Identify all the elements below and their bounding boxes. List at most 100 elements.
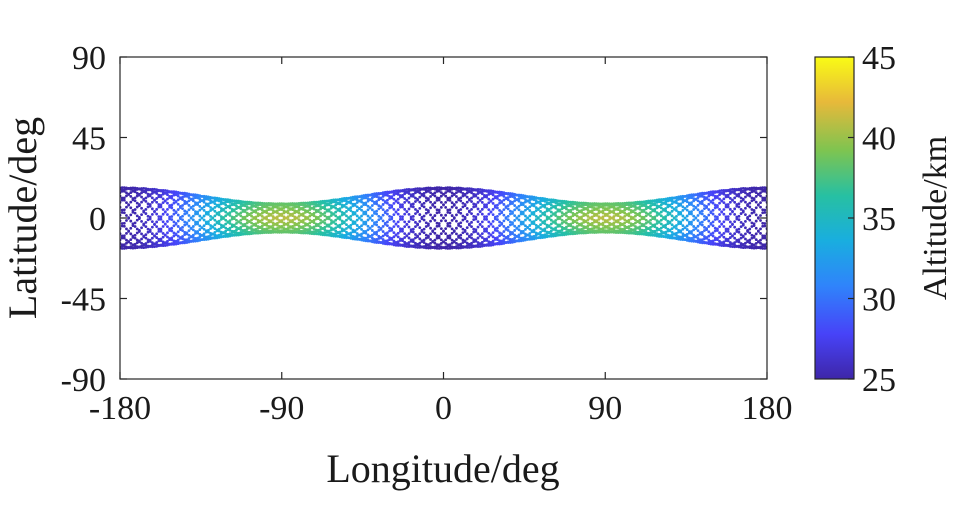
track-point <box>711 224 715 228</box>
track-point <box>506 204 510 208</box>
track-point <box>489 189 493 193</box>
track-point <box>459 246 463 250</box>
track-point <box>198 205 202 208</box>
track-point <box>513 192 517 196</box>
track-point <box>235 218 238 222</box>
track-point <box>349 206 353 210</box>
track-point <box>194 237 197 241</box>
track-point <box>226 212 230 216</box>
track-point <box>590 209 594 213</box>
track-point <box>448 189 452 193</box>
track-point <box>571 201 575 205</box>
track-point <box>360 224 363 228</box>
track-point <box>590 227 594 231</box>
track-point <box>256 202 260 206</box>
track-point <box>711 193 715 197</box>
track-point <box>470 233 473 236</box>
track-point <box>763 243 767 247</box>
track-point <box>312 205 316 209</box>
track-point <box>340 229 344 233</box>
track-point <box>347 216 351 220</box>
track-point <box>524 235 527 238</box>
track-point <box>377 241 381 244</box>
track-point <box>457 236 460 239</box>
track-point <box>735 239 739 243</box>
track-point <box>508 223 512 227</box>
track-point <box>521 194 525 197</box>
track-point <box>569 232 573 235</box>
track-point <box>200 226 204 230</box>
track-point <box>282 223 286 227</box>
track-point <box>276 215 279 219</box>
track-point <box>446 188 450 192</box>
track-point <box>144 225 148 229</box>
track-point <box>493 242 497 246</box>
track-point <box>342 204 346 207</box>
track-point <box>636 226 639 230</box>
track-point <box>675 199 678 203</box>
track-point <box>364 239 368 243</box>
track-point <box>386 190 389 194</box>
track-point <box>700 223 704 227</box>
track-point <box>159 237 163 241</box>
track-point <box>200 233 204 237</box>
track-point <box>612 226 616 230</box>
track-point <box>687 220 691 224</box>
track-point <box>396 197 400 201</box>
track-point <box>191 218 195 222</box>
track-point <box>731 187 734 191</box>
track-point <box>711 190 715 194</box>
track-point <box>166 220 169 223</box>
track-point <box>685 214 689 218</box>
track-point <box>163 233 167 237</box>
track-point <box>381 238 385 241</box>
track-point <box>401 227 404 231</box>
track-point <box>349 199 353 203</box>
track-point <box>327 233 331 237</box>
track-point <box>634 214 637 218</box>
track-point <box>418 195 422 199</box>
track-point <box>560 225 564 229</box>
track-point <box>146 238 150 242</box>
track-point <box>198 224 202 228</box>
track-point <box>189 239 193 243</box>
track-point <box>539 199 542 203</box>
track-point <box>746 230 749 233</box>
track-point <box>517 208 521 212</box>
track-point <box>601 202 605 206</box>
track-point <box>435 198 439 202</box>
track-point <box>125 238 128 242</box>
track-point <box>580 210 583 214</box>
track-point <box>125 246 128 250</box>
track-point <box>716 238 719 242</box>
track-point <box>502 230 506 233</box>
track-point <box>146 202 150 206</box>
track-point <box>470 236 473 240</box>
track-point <box>668 236 672 240</box>
track-point <box>713 242 717 246</box>
track-point <box>340 205 344 209</box>
track-point <box>271 211 275 215</box>
track-point <box>698 231 702 235</box>
track-point <box>370 193 374 197</box>
track-point <box>405 188 409 191</box>
track-point <box>582 226 586 230</box>
track-point <box>357 226 361 229</box>
track-point <box>565 207 568 211</box>
track-point <box>677 222 680 226</box>
track-point <box>739 243 743 247</box>
track-point <box>444 245 448 249</box>
track-point <box>383 200 387 203</box>
track-point <box>297 211 301 215</box>
track-point <box>189 198 193 201</box>
track-point <box>696 219 700 222</box>
track-point <box>476 207 480 211</box>
track-point <box>528 232 532 235</box>
track-point <box>194 210 197 214</box>
y-axis-label: Latitude/deg <box>0 117 45 319</box>
track-point <box>679 203 683 207</box>
track-point <box>340 213 344 217</box>
track-point <box>493 237 497 241</box>
track-point <box>666 213 670 217</box>
track-point <box>429 238 432 241</box>
